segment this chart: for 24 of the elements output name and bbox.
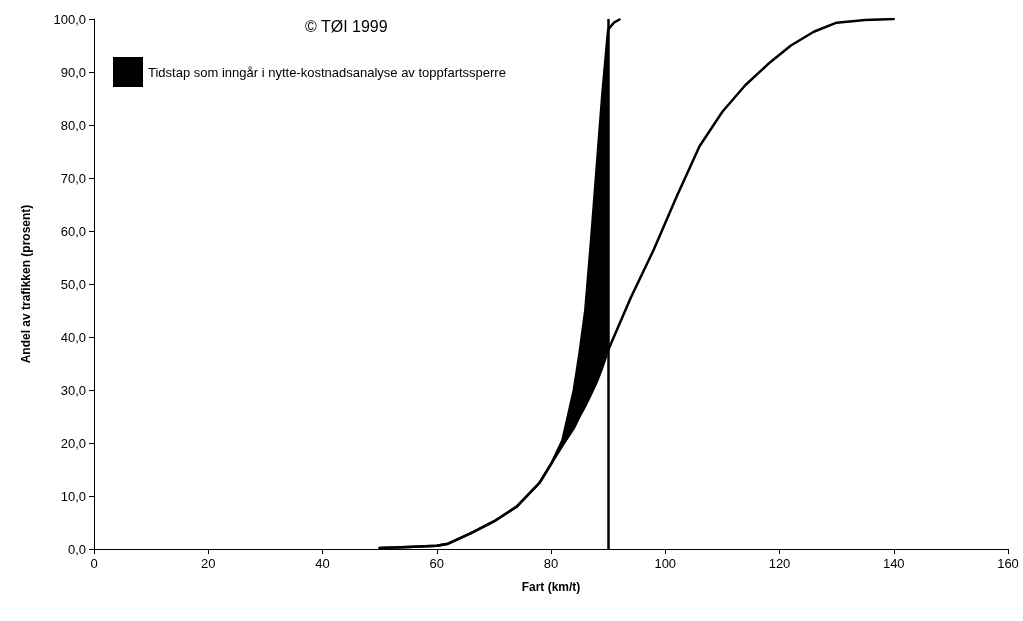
x-tick-label: 80 <box>543 556 559 571</box>
y-tick-label: 100,0 <box>53 11 86 27</box>
x-tick-label: 120 <box>768 556 791 571</box>
y-tick-label: 20,0 <box>60 435 86 451</box>
y-tick-label: 50,0 <box>60 276 86 292</box>
x-tick-label: 20 <box>201 556 216 571</box>
y-axis-title: Andel av trafikken (prosent) <box>19 204 33 364</box>
y-tick-label: 30,0 <box>60 382 86 398</box>
y-tick-label: 90,0 <box>60 64 86 80</box>
y-tick-label: 60,0 <box>60 223 86 239</box>
y-tick-label: 80,0 <box>60 117 86 133</box>
legend-label: Tidstap som inngår i nytte-kostnadsanalyse av toppfartssperre <box>148 64 506 80</box>
x-tick-label: 60 <box>429 556 444 571</box>
y-tick-label: 10,0 <box>60 488 86 504</box>
y-tick-label: 70,0 <box>60 170 86 186</box>
x-tick-label: 100 <box>654 556 677 571</box>
x-axis-title: Fart (km/t) <box>521 580 581 594</box>
x-tick-label: 0 <box>90 556 98 571</box>
annotation: © TØI 1999 <box>305 17 388 35</box>
y-tick-label: 40,0 <box>60 329 86 345</box>
x-tick-label: 160 <box>997 556 1019 571</box>
x-tick-label: 140 <box>882 556 905 571</box>
x-tick-label: 40 <box>315 556 330 571</box>
y-tick-label: 0,0 <box>67 541 86 557</box>
